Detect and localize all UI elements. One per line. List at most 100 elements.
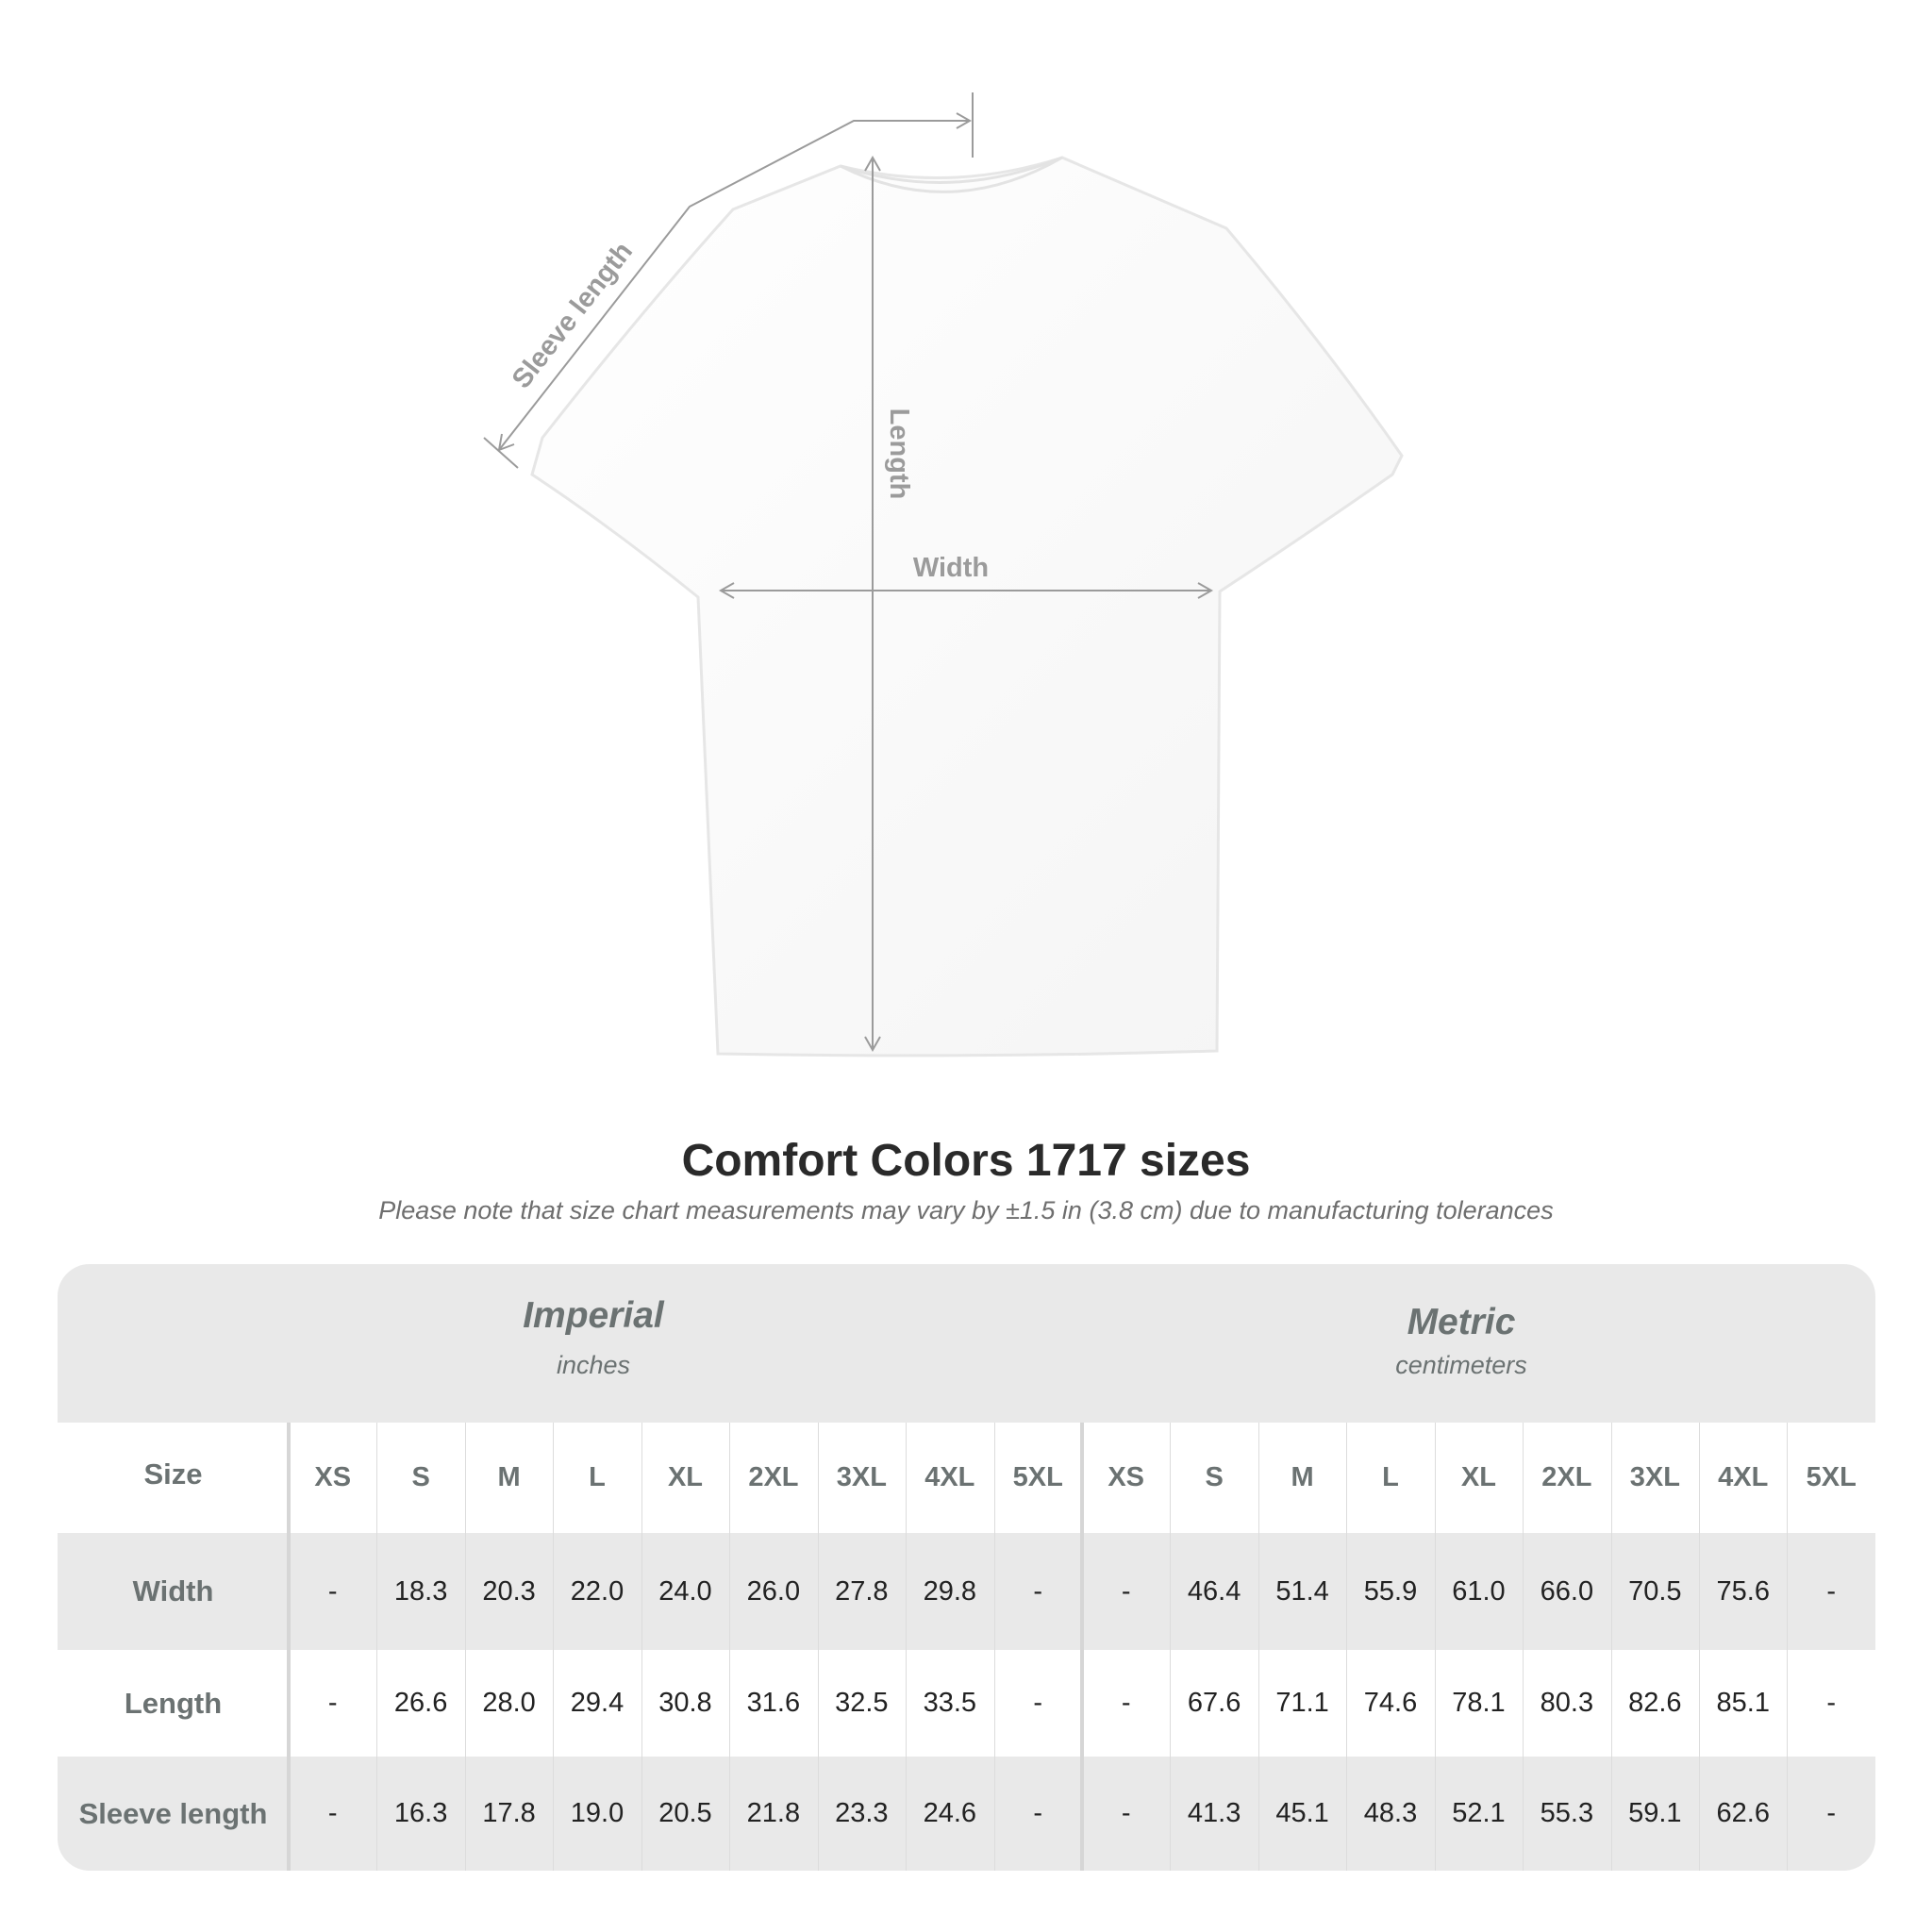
table-cell: 26.6	[393, 1688, 448, 1718]
size-header-metric-xl: XL	[1460, 1462, 1496, 1492]
table-cell: 66.0	[1540, 1575, 1594, 1607]
tolerance-note: Please note that size chart measurements…	[378, 1196, 1554, 1224]
sleeve-length-arrow	[483, 92, 974, 469]
table-cell: 55.9	[1363, 1575, 1418, 1607]
column-divider	[553, 1423, 555, 1871]
table-cell: 20.3	[482, 1575, 536, 1607]
size-header-metric-4xl: 4XL	[1718, 1462, 1769, 1492]
table-cell: 41.3	[1187, 1798, 1241, 1828]
table-cell: 24.0	[658, 1575, 712, 1607]
table-cell: 16.3	[393, 1798, 448, 1828]
table-cell: 21.8	[746, 1798, 801, 1828]
table-cell: 71.1	[1275, 1688, 1329, 1718]
table-cell: 24.6	[923, 1798, 977, 1828]
column-divider	[1434, 1423, 1436, 1871]
size-header-metric-s: S	[1205, 1462, 1224, 1492]
size-header-metric-3xl: 3XL	[1629, 1462, 1680, 1492]
table-cell: 75.6	[1716, 1575, 1770, 1607]
column-divider	[817, 1423, 819, 1871]
table-cell: -	[1033, 1798, 1043, 1828]
column-divider	[287, 1423, 291, 1871]
imperial-title: Imperial	[523, 1295, 664, 1336]
table-cell: 28.0	[482, 1688, 536, 1718]
row-band-width	[58, 1533, 1875, 1650]
table-cell: 33.5	[923, 1688, 977, 1718]
table-cell: 62.6	[1716, 1798, 1770, 1828]
column-divider	[376, 1423, 378, 1871]
tshirt-measurement-diagram: Sleeve length Length Width	[483, 92, 1404, 1058]
table-cell: -	[1121, 1688, 1131, 1718]
size-header: Size	[143, 1457, 203, 1491]
table-cell: 46.4	[1187, 1575, 1241, 1607]
table-cell: 55.3	[1540, 1798, 1594, 1828]
metric-unit: centimeters	[1395, 1351, 1527, 1379]
row-band-sleeve	[58, 1757, 1875, 1871]
size-header-imperial-3xl: 3XL	[836, 1462, 887, 1492]
table-cell: 51.4	[1275, 1575, 1329, 1607]
column-divider	[1699, 1423, 1701, 1871]
size-header-imperial-m: M	[497, 1462, 521, 1492]
size-header-imperial-xs: XS	[314, 1462, 352, 1492]
column-divider	[1787, 1423, 1789, 1871]
column-divider	[1610, 1423, 1612, 1871]
column-divider	[1170, 1423, 1172, 1871]
column-divider	[641, 1423, 642, 1871]
table-cell: 29.4	[570, 1688, 625, 1718]
column-divider	[993, 1423, 995, 1871]
column-divider	[729, 1423, 731, 1871]
table-cell: -	[327, 1575, 338, 1607]
size-header-imperial-xl: XL	[667, 1462, 703, 1492]
table-cell: 85.1	[1716, 1688, 1770, 1718]
table-cell: -	[1033, 1575, 1043, 1607]
size-header-imperial-2xl: 2XL	[748, 1462, 799, 1492]
size-header-metric-m: M	[1291, 1462, 1314, 1492]
column-divider	[1079, 1423, 1084, 1871]
table-cell: -	[327, 1798, 338, 1828]
size-header-imperial-s: S	[411, 1462, 430, 1492]
table-cell: 32.5	[835, 1688, 889, 1718]
table-cell: -	[1826, 1798, 1837, 1828]
table-cell: 22.0	[570, 1575, 625, 1607]
size-header-metric-5xl: 5XL	[1806, 1462, 1857, 1492]
table-cell: -	[1121, 1575, 1131, 1607]
column-divider	[464, 1423, 466, 1871]
table-cell: 23.3	[835, 1798, 889, 1828]
table-cell: 70.5	[1628, 1575, 1682, 1607]
table-cell: -	[1826, 1575, 1837, 1607]
size-header-metric-l: L	[1382, 1462, 1399, 1492]
table-cell: 61.0	[1452, 1575, 1506, 1607]
header-band	[58, 1264, 1875, 1423]
size-header-imperial-5xl: 5XL	[1012, 1462, 1063, 1492]
table-cell: 19.0	[570, 1798, 625, 1828]
page-title: Comfort Colors 1717 sizes	[681, 1136, 1251, 1186]
row-label: Sleeve length	[78, 1796, 268, 1830]
metric-title: Metric	[1407, 1302, 1516, 1342]
table-cell: 31.6	[746, 1688, 801, 1718]
table-cell: 80.3	[1540, 1688, 1594, 1718]
row-label: Length	[124, 1686, 223, 1720]
table-cell: 82.6	[1628, 1688, 1682, 1718]
table-cell: -	[327, 1688, 338, 1718]
column-divider	[906, 1423, 908, 1871]
table-cell: 52.1	[1452, 1798, 1506, 1828]
table-cell: 74.6	[1363, 1688, 1418, 1718]
table-cell: 26.0	[746, 1575, 801, 1607]
table-cell: 59.1	[1628, 1798, 1682, 1828]
size-header-metric-xs: XS	[1108, 1462, 1145, 1492]
width-arrow	[718, 582, 1214, 599]
table-cell: 29.8	[923, 1575, 977, 1607]
length-arrow	[864, 155, 881, 1053]
imperial-unit: inches	[556, 1351, 631, 1379]
column-divider	[1346, 1423, 1348, 1871]
size-chart-table: Imperial inches Metric centimeters Size XS S M L…	[58, 1264, 1875, 1871]
table-cell: 78.1	[1452, 1688, 1506, 1718]
table-cell: 17.8	[482, 1798, 536, 1828]
tshirt-image	[530, 156, 1404, 1058]
column-divider	[1523, 1423, 1524, 1871]
table-cell: 20.5	[658, 1798, 712, 1828]
size-header-imperial-l: L	[589, 1462, 606, 1492]
tshirt-collar	[840, 156, 1063, 193]
table-cell: -	[1033, 1688, 1043, 1718]
size-header-imperial-4xl: 4XL	[924, 1462, 975, 1492]
table-cell: -	[1121, 1798, 1131, 1828]
